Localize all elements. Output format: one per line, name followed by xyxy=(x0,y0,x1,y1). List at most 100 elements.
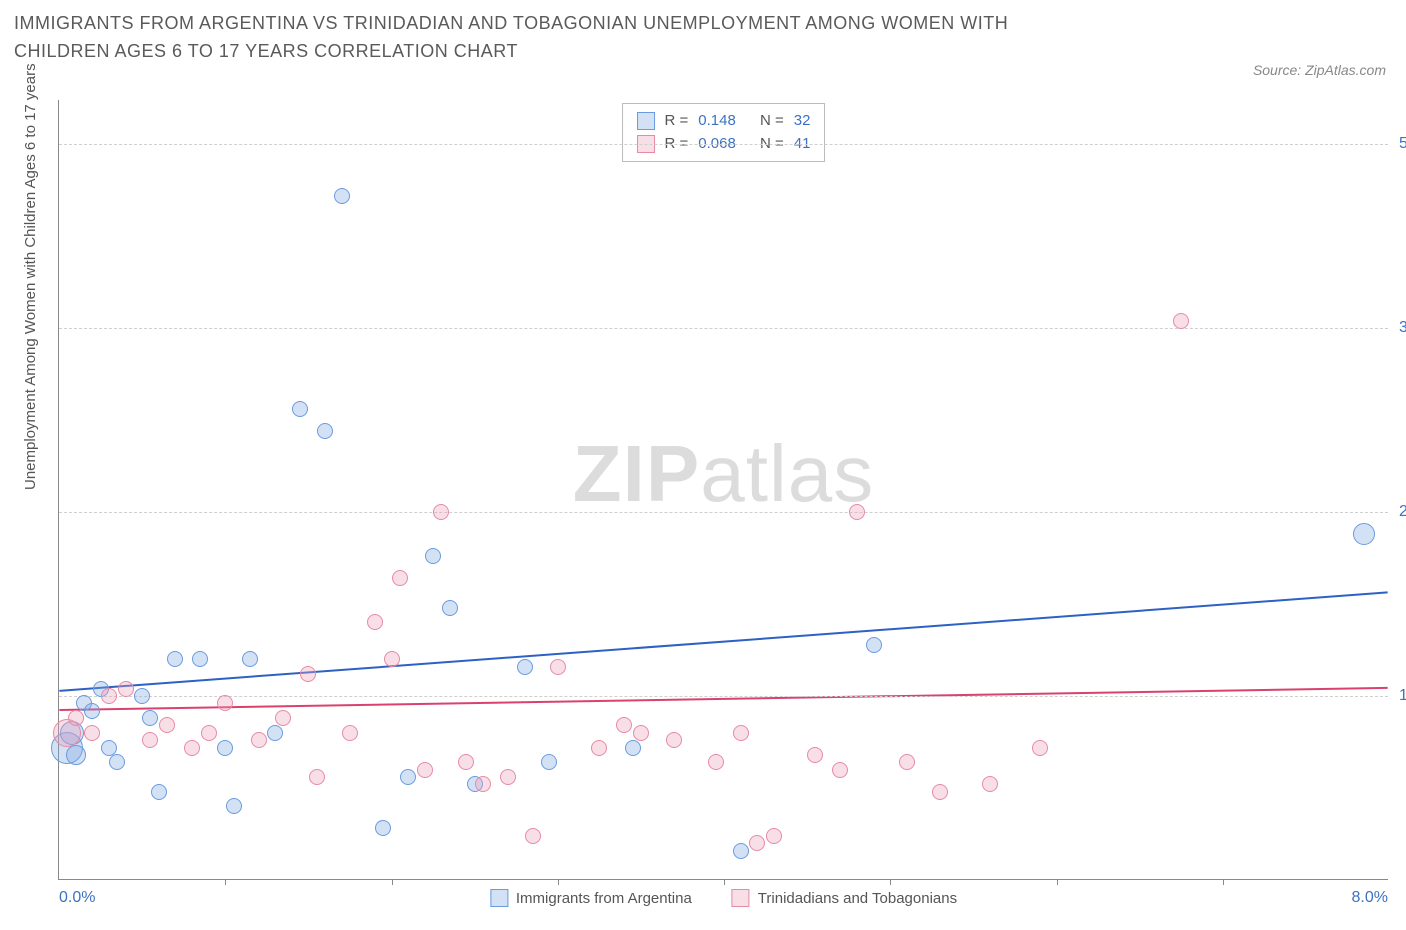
source-attribution: Source: ZipAtlas.com xyxy=(1253,62,1386,78)
scatter-point-series-0 xyxy=(866,637,882,653)
scatter-point-series-0 xyxy=(84,703,100,719)
scatter-point-series-1 xyxy=(633,725,649,741)
legend-item-series-0: Immigrants from Argentina xyxy=(490,889,692,907)
scatter-point-series-1 xyxy=(101,688,117,704)
scatter-point-series-1 xyxy=(201,725,217,741)
scatter-point-series-1 xyxy=(392,570,408,586)
stats-row-series-0: R = 0.148 N = 32 xyxy=(637,110,811,133)
scatter-point-series-1 xyxy=(832,762,848,778)
scatter-point-series-0 xyxy=(167,651,183,667)
scatter-point-series-1 xyxy=(300,666,316,682)
scatter-point-series-1 xyxy=(982,776,998,792)
y-axis-label: Unemployment Among Women with Children A… xyxy=(22,63,39,490)
scatter-point-series-1 xyxy=(217,695,233,711)
scatter-point-series-0 xyxy=(292,401,308,417)
legend-item-series-1: Trinidadians and Tobagonians xyxy=(732,889,957,907)
watermark-rest: atlas xyxy=(700,429,874,518)
scatter-point-series-1 xyxy=(309,769,325,785)
scatter-point-series-0 xyxy=(625,740,641,756)
scatter-point-series-0 xyxy=(442,600,458,616)
chart-title: IMMIGRANTS FROM ARGENTINA VS TRINIDADIAN… xyxy=(14,10,1064,66)
scatter-point-series-1 xyxy=(275,710,291,726)
scatter-point-series-1 xyxy=(417,762,433,778)
scatter-point-series-1 xyxy=(433,504,449,520)
scatter-point-series-0 xyxy=(375,820,391,836)
scatter-point-series-1 xyxy=(749,835,765,851)
scatter-point-series-0 xyxy=(317,423,333,439)
n-label: N = xyxy=(760,110,784,133)
x-tick xyxy=(1223,879,1224,885)
scatter-point-series-0 xyxy=(151,784,167,800)
scatter-point-series-0 xyxy=(226,798,242,814)
gridline-h xyxy=(59,512,1388,513)
scatter-point-series-1 xyxy=(367,614,383,630)
scatter-point-series-1 xyxy=(1032,740,1048,756)
watermark-bold: ZIP xyxy=(573,429,700,518)
scatter-point-series-0 xyxy=(517,659,533,675)
scatter-point-series-1 xyxy=(251,732,267,748)
scatter-point-series-0 xyxy=(66,745,86,765)
scatter-point-series-1 xyxy=(666,732,682,748)
trend-line-series-1 xyxy=(59,688,1387,710)
scatter-point-series-1 xyxy=(525,828,541,844)
scatter-point-series-1 xyxy=(458,754,474,770)
x-tick xyxy=(890,879,891,885)
watermark: ZIPatlas xyxy=(573,428,874,520)
swatch-series-1 xyxy=(732,889,750,907)
x-tick xyxy=(225,879,226,885)
scatter-point-series-1 xyxy=(475,776,491,792)
x-axis-max-label: 8.0% xyxy=(1352,889,1388,907)
scatter-point-series-1 xyxy=(708,754,724,770)
x-tick xyxy=(392,879,393,885)
r-label: R = xyxy=(665,110,689,133)
scatter-point-series-1 xyxy=(184,740,200,756)
swatch-series-0 xyxy=(637,112,655,130)
scatter-point-series-1 xyxy=(733,725,749,741)
scatter-point-series-1 xyxy=(500,769,516,785)
scatter-point-series-0 xyxy=(267,725,283,741)
scatter-point-series-0 xyxy=(109,754,125,770)
scatter-point-series-1 xyxy=(159,717,175,733)
scatter-point-series-1 xyxy=(1173,313,1189,329)
x-tick xyxy=(1057,879,1058,885)
scatter-point-series-1 xyxy=(384,651,400,667)
gridline-h xyxy=(59,696,1388,697)
scatter-point-series-1 xyxy=(932,784,948,800)
scatter-point-series-0 xyxy=(334,188,350,204)
scatter-point-series-0 xyxy=(733,843,749,859)
scatter-point-series-0 xyxy=(217,740,233,756)
legend-label-series-1: Trinidadians and Tobagonians xyxy=(758,890,957,907)
scatter-point-series-1 xyxy=(899,754,915,770)
scatter-point-series-1 xyxy=(118,681,134,697)
x-tick xyxy=(724,879,725,885)
scatter-point-series-1 xyxy=(807,747,823,763)
scatter-point-series-1 xyxy=(142,732,158,748)
scatter-point-series-0 xyxy=(541,754,557,770)
scatter-point-series-1 xyxy=(84,725,100,741)
scatter-point-series-1 xyxy=(616,717,632,733)
x-axis-min-label: 0.0% xyxy=(59,889,95,907)
scatter-point-series-0 xyxy=(1353,523,1375,545)
legend-label-series-0: Immigrants from Argentina xyxy=(516,890,692,907)
n-value-series-0: 32 xyxy=(794,110,811,133)
scatter-point-series-0 xyxy=(242,651,258,667)
scatter-point-series-0 xyxy=(134,688,150,704)
scatter-point-series-1 xyxy=(550,659,566,675)
scatter-point-series-0 xyxy=(425,548,441,564)
scatter-point-series-1 xyxy=(591,740,607,756)
bottom-legend: Immigrants from Argentina Trinidadians a… xyxy=(490,889,957,907)
trend-line-series-0 xyxy=(59,592,1387,690)
scatter-point-series-0 xyxy=(101,740,117,756)
plot-area: ZIPatlas R = 0.148 N = 32 R = 0.068 N = … xyxy=(58,100,1388,880)
scatter-point-series-1 xyxy=(342,725,358,741)
gridline-h xyxy=(59,144,1388,145)
r-value-series-0: 0.148 xyxy=(698,110,736,133)
scatter-point-series-0 xyxy=(142,710,158,726)
x-tick xyxy=(558,879,559,885)
scatter-point-series-1 xyxy=(849,504,865,520)
scatter-point-series-0 xyxy=(192,651,208,667)
swatch-series-0 xyxy=(490,889,508,907)
scatter-point-series-1 xyxy=(68,710,84,726)
stats-legend-box: R = 0.148 N = 32 R = 0.068 N = 41 xyxy=(622,103,826,162)
chart-container: IMMIGRANTS FROM ARGENTINA VS TRINIDADIAN… xyxy=(0,0,1406,930)
